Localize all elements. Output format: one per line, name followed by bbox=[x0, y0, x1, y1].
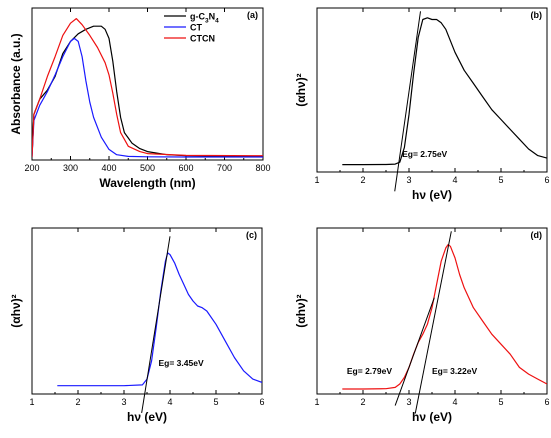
x-tick-label: 4 bbox=[452, 175, 457, 185]
x-tick-label: 700 bbox=[217, 163, 232, 173]
panel-3: 1 2 3 4 5 6 hν (eV) (αhν)² (d) Eg= 2.79eV Eg= 3.22… bbox=[294, 227, 550, 424]
x-tick-label: 2 bbox=[360, 397, 365, 407]
x-tick-label: 6 bbox=[544, 175, 549, 185]
panel-1: 1 2 3 4 5 6 hν (eV) (αhν)² (b) Eg= 2.75eV bbox=[294, 7, 550, 202]
legend-subscript: 4 bbox=[215, 18, 219, 25]
panel-0: 200 300 400 500 600 700 800 Wavelength (nm) Abso… bbox=[9, 7, 271, 190]
x-tick-label: 5 bbox=[498, 397, 503, 407]
x-axis-label: hν (eV) bbox=[412, 188, 452, 202]
eg-annotation: Eg= 3.45eV bbox=[159, 358, 204, 368]
y-axis-label: (αhν)² bbox=[294, 73, 308, 106]
series-line-0 bbox=[342, 244, 547, 390]
x-tick-label: 600 bbox=[178, 163, 193, 173]
panel-label: (a) bbox=[247, 10, 258, 20]
panel-label: (c) bbox=[246, 230, 257, 240]
y-axis-label: Absorbance (a.u.) bbox=[9, 33, 23, 134]
axes-frame bbox=[31, 7, 264, 161]
x-tick-label: 1 bbox=[314, 397, 319, 407]
eg-annotation: Eg= 2.75eV bbox=[402, 149, 447, 159]
legend-label-1: CT bbox=[190, 23, 202, 33]
panel-label: (b) bbox=[531, 10, 543, 20]
legend-text-part: CTCN bbox=[190, 34, 215, 44]
x-tick-label: 500 bbox=[140, 163, 155, 173]
x-tick-label: 2 bbox=[75, 397, 80, 407]
series-line-0 bbox=[342, 17, 547, 166]
x-tick-label: 6 bbox=[544, 397, 549, 407]
x-tick-label: 300 bbox=[63, 163, 78, 173]
plot-area bbox=[32, 18, 263, 158]
y-axis-label: (αhν)² bbox=[9, 294, 23, 327]
x-tick-label: 1 bbox=[29, 397, 34, 407]
fit-line-0 bbox=[394, 297, 435, 406]
x-axis-label: hν (eV) bbox=[127, 410, 167, 424]
legend-text-part: CT bbox=[190, 23, 202, 33]
x-tick-label: 3 bbox=[121, 397, 126, 407]
legend-text-part: g-C bbox=[190, 12, 205, 22]
x-axis-label: Wavelength (nm) bbox=[99, 176, 195, 190]
x-tick-label: 200 bbox=[24, 163, 39, 173]
axes-frame bbox=[316, 7, 548, 173]
x-tick-label: 800 bbox=[255, 163, 270, 173]
x-tick-label: 6 bbox=[259, 397, 264, 407]
fit-line-0 bbox=[394, 11, 421, 192]
series-line-1 bbox=[32, 37, 263, 158]
x-tick-label: 4 bbox=[452, 397, 457, 407]
x-tick-label: 400 bbox=[101, 163, 116, 173]
x-tick-label: 2 bbox=[360, 175, 365, 185]
panel-label: (d) bbox=[531, 230, 543, 240]
legend-text-part: N bbox=[209, 12, 216, 22]
legend-subscript: 3 bbox=[205, 18, 209, 25]
x-tick-label: 5 bbox=[213, 397, 218, 407]
eg-annotation: Eg= 3.22eV bbox=[432, 366, 477, 376]
plot-area bbox=[342, 244, 547, 390]
x-tick-label: 3 bbox=[406, 397, 411, 407]
fit-line-0 bbox=[141, 236, 171, 414]
x-tick-label: 5 bbox=[498, 175, 503, 185]
axes-frame bbox=[31, 227, 263, 395]
eg-annotation: Eg= 2.79eV bbox=[347, 366, 392, 376]
plot-area bbox=[342, 17, 547, 166]
y-axis-label: (αhν)² bbox=[294, 294, 308, 327]
x-tick-label: 3 bbox=[406, 175, 411, 185]
x-axis-label: hν (eV) bbox=[412, 410, 452, 424]
panel-2: 1 2 3 4 5 6 hν (eV) (αhν)² (c) Eg= 3.45eV bbox=[9, 227, 265, 424]
legend-label-2: CTCN bbox=[190, 34, 215, 44]
x-tick-label: 4 bbox=[167, 397, 172, 407]
x-tick-label: 1 bbox=[314, 175, 319, 185]
legend-label-0: g-C3N4 bbox=[190, 12, 219, 25]
series-line-2 bbox=[32, 18, 263, 158]
series-line-0 bbox=[32, 25, 263, 158]
fit-line-1 bbox=[414, 231, 452, 414]
